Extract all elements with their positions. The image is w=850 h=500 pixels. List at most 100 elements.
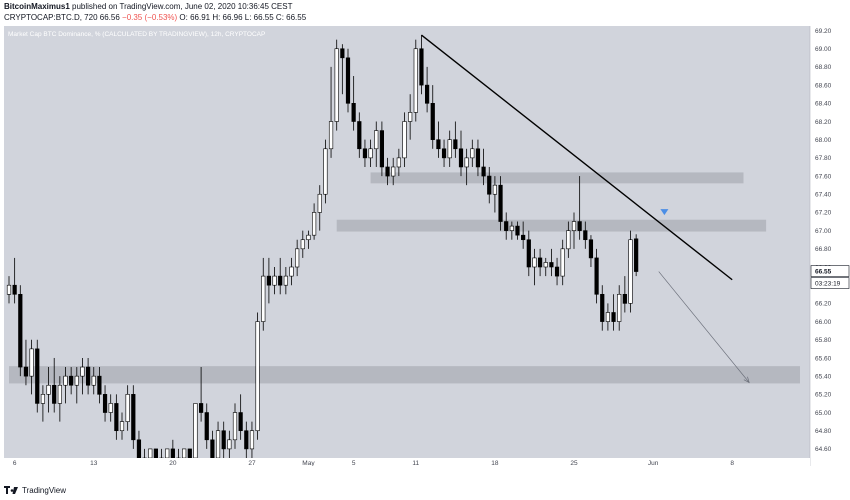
candle-body: [23, 366, 29, 377]
candles-group: [6, 35, 639, 466]
candle-body: [617, 293, 622, 322]
candle-body: [583, 230, 588, 241]
candle-body: [634, 238, 639, 272]
candle-body: [170, 448, 175, 459]
projection-arrow-head: [743, 376, 750, 384]
support-zone-2: [336, 219, 767, 232]
candle-body: [108, 403, 113, 413]
y-tick-label: 65.00: [815, 410, 832, 417]
candle-body: [221, 430, 226, 450]
candle-body: [600, 293, 605, 322]
candle-body: [255, 321, 260, 432]
candle-body: [182, 448, 187, 459]
candle-body: [97, 375, 102, 395]
candle-body: [136, 439, 142, 459]
y-tick-label: 66.20: [815, 301, 832, 308]
candle-body: [345, 57, 351, 104]
candle-body: [396, 157, 401, 168]
candle-body: [532, 257, 537, 268]
price-axis: [810, 26, 850, 466]
candle-body: [295, 248, 300, 268]
y-tick-label: 67.60: [815, 173, 832, 180]
candle-body: [515, 225, 520, 236]
projection-arrow-line: [658, 271, 750, 383]
candle-body: [278, 275, 283, 286]
candle-body: [35, 348, 40, 404]
candle-body: [424, 84, 430, 104]
candle-body: [328, 121, 334, 150]
chart-area[interactable]: Market Cap BTC Dominance, % (CALCULATED …: [0, 26, 850, 466]
candle-body: [46, 384, 51, 395]
symbol-line: CRYPTOCAP:BTC.D, 720 66.56 −0.35 (−0.53%…: [4, 13, 306, 22]
x-tick-label: 27: [248, 460, 256, 466]
candle-body: [238, 412, 243, 432]
time-axis: [0, 458, 810, 466]
x-tick-label: 20: [169, 460, 177, 466]
btc-dominance-chart[interactable]: Market Cap BTC Dominance, % (CALCULATED …: [0, 26, 850, 466]
candle-body: [227, 439, 232, 450]
candle-body: [605, 312, 610, 322]
candle-body: [526, 239, 531, 268]
candle-body: [475, 148, 481, 168]
candle-body: [628, 239, 633, 304]
plot-background: [4, 26, 810, 458]
ohlc-values: O: 66.91 H: 66.96 L: 66.55 C: 66.55: [179, 13, 307, 22]
published-text: published on TradingView.com, June 02, 2…: [72, 2, 293, 11]
candle-body: [86, 366, 91, 386]
y-tick-label: 68.00: [815, 137, 832, 144]
y-tick-label: 67.40: [815, 192, 832, 199]
countdown-box: [810, 277, 850, 289]
candle-body: [210, 439, 215, 459]
candle-body: [6, 284, 12, 295]
candle-body: [560, 248, 565, 277]
y-tick-label: 67.80: [815, 155, 832, 162]
candle-body: [453, 139, 458, 150]
publish-line: BitcoinMaximus1 published on TradingView…: [4, 2, 292, 11]
author-name[interactable]: BitcoinMaximus1: [4, 2, 70, 11]
symbol-label: CRYPTOCAP:BTC.D, 720: [4, 13, 98, 22]
last-price-label: 66.55: [815, 269, 832, 276]
support-zone-1: [370, 172, 744, 184]
candle-body: [63, 375, 68, 386]
candle-body: [436, 139, 441, 150]
candle-body: [317, 193, 322, 213]
candle-body: [91, 375, 96, 386]
candle-body: [594, 257, 599, 295]
x-tick-label: 13: [90, 460, 98, 466]
candle-body: [537, 257, 543, 268]
change-value: −0.35 (−0.53%): [122, 13, 178, 22]
candle-body: [289, 266, 294, 277]
signal-marker-icon: [660, 209, 669, 216]
candle-body: [102, 394, 108, 413]
candle-body: [306, 234, 311, 241]
candle-body: [385, 166, 390, 177]
candle-body: [114, 403, 119, 432]
countdown-label: 03:23:19: [815, 281, 841, 288]
candle-body: [40, 394, 45, 404]
candle-body: [334, 48, 339, 122]
candle-body: [80, 366, 85, 377]
candle-body: [69, 375, 74, 386]
candle-body: [300, 239, 305, 250]
footer-brand: TradingView: [22, 485, 67, 495]
candle-body: [272, 275, 277, 286]
candle-body: [470, 148, 475, 159]
x-tick-label: 5: [352, 460, 356, 466]
candle-body: [125, 394, 130, 422]
candle-body: [351, 103, 356, 122]
candle-body: [464, 157, 469, 168]
candle-body: [622, 293, 627, 304]
candle-body: [554, 266, 560, 277]
candle-body: [543, 262, 548, 268]
candle-body: [249, 430, 255, 450]
candle-body: [402, 121, 407, 159]
candle-body: [577, 221, 582, 231]
candle-body: [413, 48, 418, 113]
candle-body: [193, 403, 198, 459]
candle-body: [153, 448, 159, 459]
candle-body: [119, 421, 125, 432]
candle-body: [12, 284, 17, 295]
candle-body: [458, 148, 464, 168]
x-tick-label: 8: [730, 460, 734, 466]
candle-body: [232, 412, 238, 441]
